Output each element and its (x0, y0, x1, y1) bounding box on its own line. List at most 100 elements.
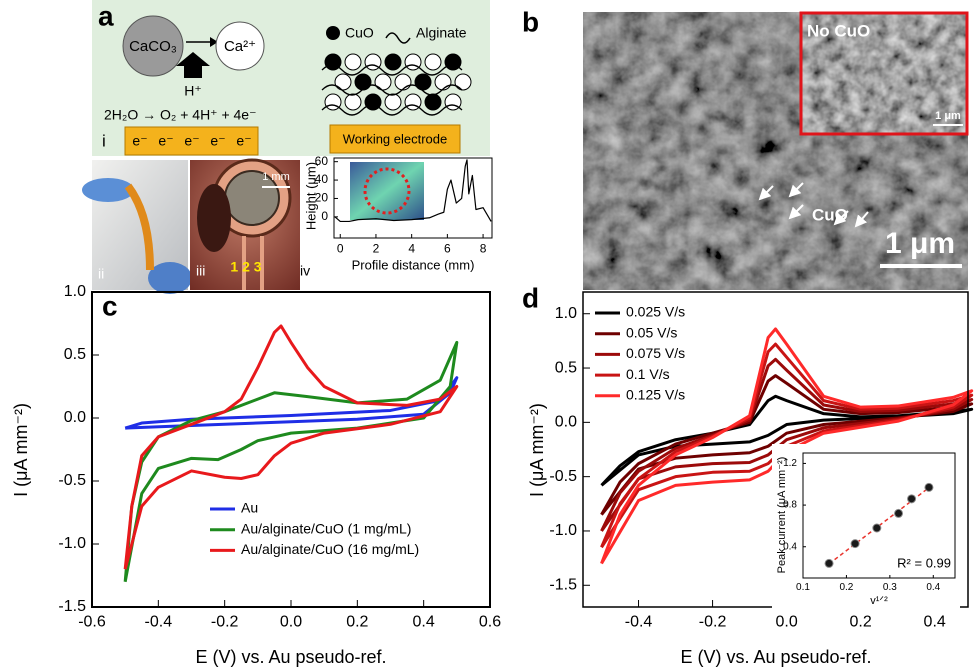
electron: e⁻ (132, 133, 147, 149)
x-tick-label: 0.6 (479, 613, 501, 630)
sub-label: iii (196, 263, 205, 279)
y-tick-label: 0.5 (555, 359, 577, 376)
y-axis-label: Peak current (μA mm⁻²) (776, 457, 788, 574)
legend-label: 0.025 V/s (626, 304, 685, 320)
particle (335, 74, 351, 90)
page: a CaCO₃ Ca²⁺ H⁺ 2H₂O → O₂ + 4H⁺ + 4e⁻ i … (0, 0, 974, 670)
sub-label: ii (98, 266, 104, 282)
electron: e⁻ (210, 133, 225, 149)
panel-label: b (522, 6, 539, 37)
y-tick-label: -1.0 (549, 522, 577, 539)
legend-label: Au/alginate/CuO (16 mg/mL) (241, 541, 419, 557)
figure: a CaCO₃ Ca²⁺ H⁺ 2H₂O → O₂ + 4H⁺ + 4e⁻ i … (0, 0, 974, 670)
scale-label: 1 μm (935, 110, 961, 122)
data-point (851, 540, 859, 548)
x-tick-label: -0.4 (145, 613, 173, 630)
particle (425, 94, 441, 110)
x-axis-label: v¹ᐟ² (870, 595, 888, 607)
arrow-label: CuO (812, 205, 848, 224)
particle (395, 74, 411, 90)
panel-label: c (102, 290, 118, 321)
x-tick-label: 0.1 (796, 582, 810, 593)
data-point (925, 483, 933, 491)
x-tick-label: 0.2 (346, 613, 368, 630)
panel-label: a (98, 0, 114, 31)
electron: e⁻ (236, 133, 251, 149)
legend-label: Au/alginate/CuO (1 mg/mL) (241, 520, 411, 536)
annotation: R² = 0.99 (897, 555, 951, 570)
y-axis-label: I (μA mm⁻²) (11, 403, 31, 497)
particle (455, 74, 471, 90)
x-tick-label: 0.0 (280, 613, 302, 630)
x-tick-label: 0.4 (926, 582, 940, 593)
legend-label: 0.075 V/s (626, 345, 685, 361)
y-tick-label: -1.0 (58, 535, 86, 552)
y-tick-label: -0.5 (58, 472, 86, 489)
legend-label: CuO (345, 25, 374, 41)
profile-image (350, 162, 424, 220)
x-tick-label: 4 (408, 242, 415, 256)
x-tick-label: 0.0 (775, 613, 797, 630)
particle (435, 74, 451, 90)
y-tick-label: -1.5 (549, 576, 577, 593)
y-tick-label: -1.5 (58, 598, 86, 615)
y-tick-label: 1.0 (64, 283, 86, 300)
x-tick-label: 0.4 (413, 613, 435, 630)
x-axis-label: Profile distance (mm) (352, 257, 475, 272)
electrode-blob (197, 184, 231, 252)
legend-label: 0.05 V/s (626, 324, 677, 340)
panel-label: d (522, 282, 539, 313)
inset-title: No CuO (807, 21, 870, 40)
sub-label: i (102, 131, 106, 150)
panel-label: iv (300, 263, 310, 279)
electron: e⁻ (184, 133, 199, 149)
scale-label: 1 μm (885, 227, 955, 260)
particle (345, 54, 361, 70)
particle (355, 74, 371, 90)
reactant-label: CaCO₃ (129, 38, 177, 55)
legend-label: 0.125 V/s (626, 387, 685, 403)
legend-cuo-marker (326, 26, 340, 40)
y-axis-label: I (μA mm⁻²) (527, 403, 547, 497)
electron: e⁻ (158, 133, 173, 149)
x-tick-label: -0.4 (625, 613, 653, 630)
y-tick-label: 0.0 (64, 409, 86, 426)
y-tick-label: 0.5 (64, 346, 86, 363)
particle (385, 54, 401, 70)
scale-label: 1 mm (262, 171, 290, 183)
x-axis-label: E (V) vs. Au pseudo-ref. (680, 647, 871, 667)
x-tick-label: -0.2 (699, 613, 727, 630)
x-tick-label: 6 (444, 242, 451, 256)
particle (385, 94, 401, 110)
particle (375, 74, 391, 90)
glove (148, 262, 192, 294)
x-tick-label: -0.6 (78, 613, 106, 630)
particle (425, 54, 441, 70)
y-tick-label: 0.0 (555, 414, 577, 431)
proton-label: H⁺ (184, 83, 202, 99)
x-tick-label: 0 (337, 242, 344, 256)
data-point (825, 559, 833, 567)
x-tick-label: 2 (373, 242, 380, 256)
product-label: Ca²⁺ (224, 38, 256, 55)
y-tick-label: -0.5 (549, 468, 577, 485)
y-tick-label: 1.0 (555, 305, 577, 322)
y-axis-label: Height (μm) (303, 162, 318, 230)
x-tick-label: 0.4 (924, 613, 946, 630)
data-point (895, 509, 903, 517)
data-point (908, 495, 916, 503)
electrode-numbers: 1 2 3 (230, 259, 261, 275)
legend-label: Au (241, 500, 258, 516)
x-tick-label: 0.2 (839, 582, 853, 593)
particle (415, 74, 431, 90)
x-tick-label: 0.2 (850, 613, 872, 630)
y-tick-label: 0 (321, 209, 328, 223)
x-tick-label: 0.3 (883, 582, 897, 593)
reaction-equation: 2H₂O → O₂ + 4H⁺ + 4e⁻ (104, 107, 256, 123)
electrode-label: Working electrode (343, 131, 448, 146)
x-tick-label: -0.2 (211, 613, 239, 630)
legend-label: Alginate (416, 25, 467, 41)
legend-label: 0.1 V/s (626, 366, 670, 382)
particle (345, 94, 361, 110)
data-point (873, 524, 881, 532)
